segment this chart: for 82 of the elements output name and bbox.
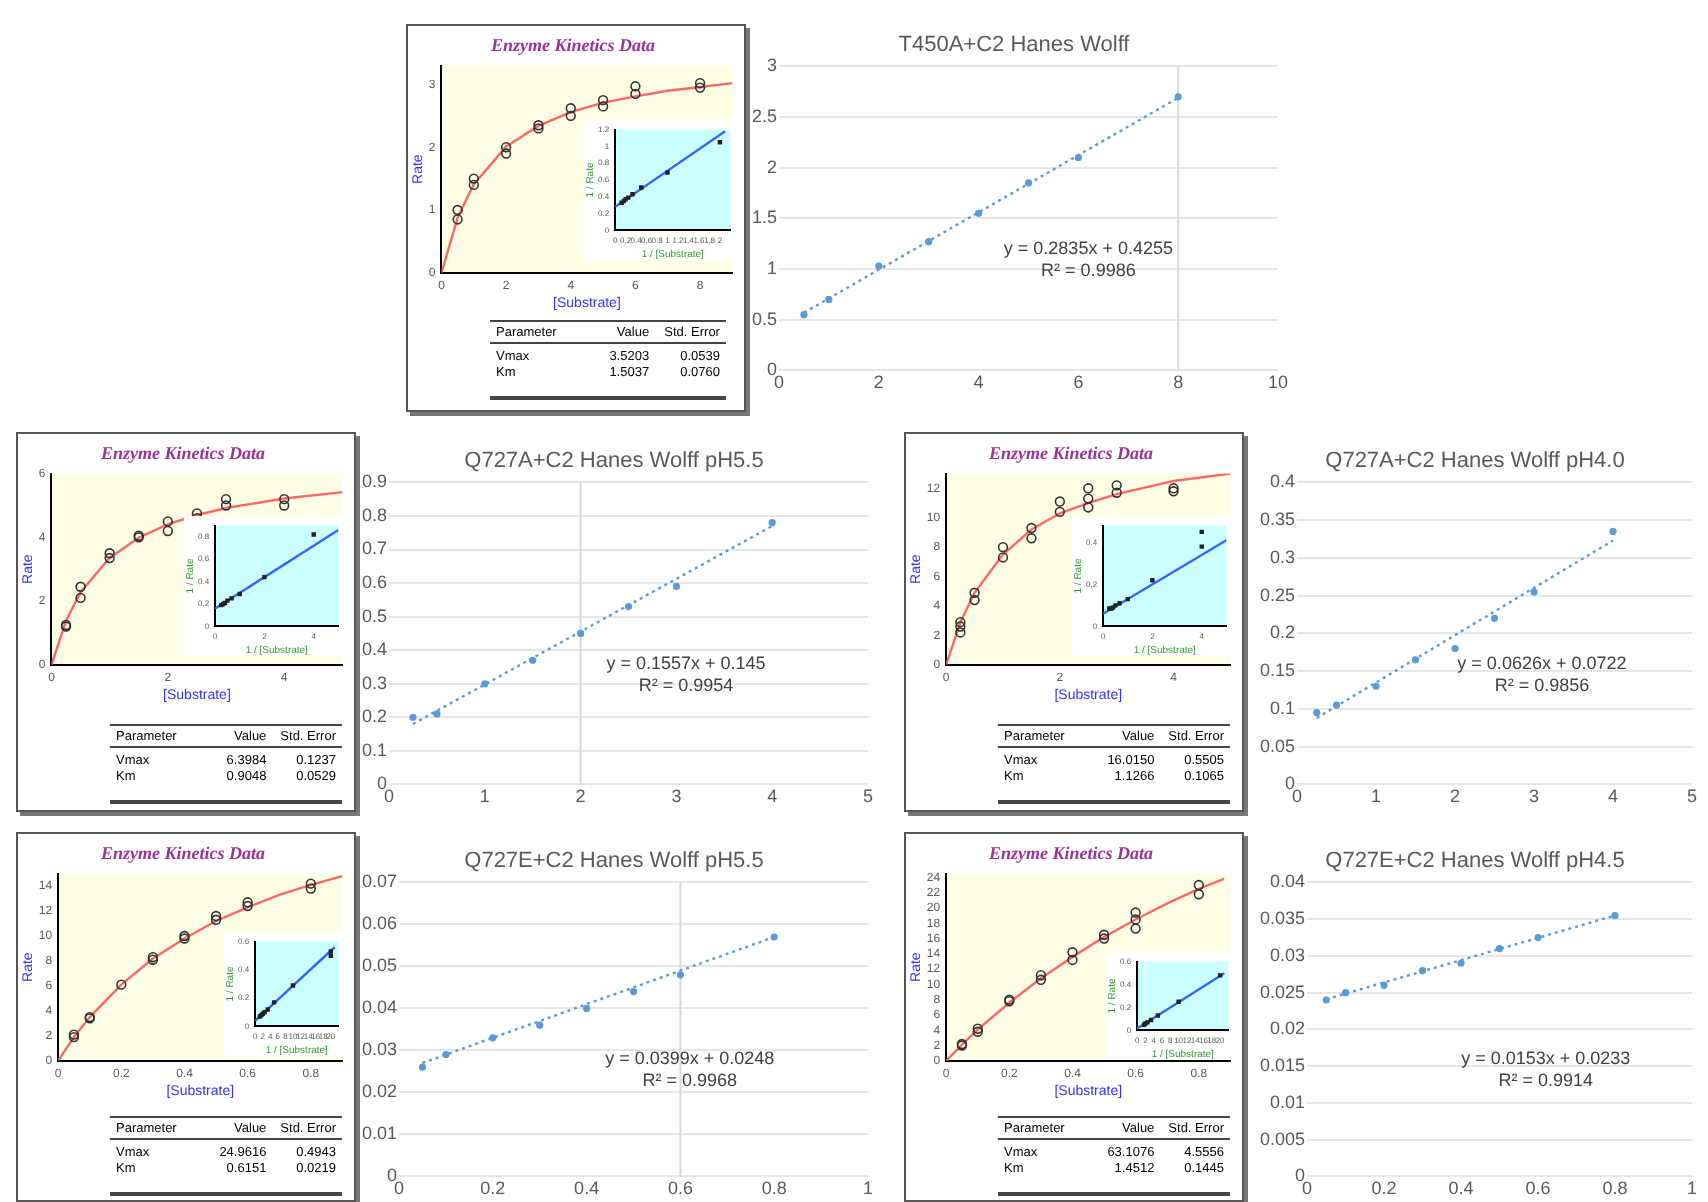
y-tick-label: 0.06 bbox=[361, 913, 398, 934]
y-tick-label: 0.015 bbox=[1259, 1055, 1306, 1076]
y-tick-label: 0.01 bbox=[361, 1123, 398, 1144]
x-tick-label: 6 bbox=[1073, 372, 1084, 393]
annotation: y = 0.0626x + 0.0722 bbox=[1457, 652, 1627, 673]
x-tick-label: 5 bbox=[862, 786, 874, 807]
y-tick-label: 3 bbox=[766, 55, 778, 76]
y-tick-label: 0.07 bbox=[361, 871, 398, 892]
y-tick-label: 2.5 bbox=[751, 106, 778, 127]
y-tick-label: 1.5 bbox=[751, 207, 778, 228]
annotation: y = 0.1557x + 0.145 bbox=[606, 652, 766, 673]
x-tick-label: 0.8 bbox=[1602, 1178, 1628, 1199]
y-tick-label: 0.8 bbox=[361, 504, 388, 525]
y-tick-label: 0.25 bbox=[1259, 584, 1296, 605]
x-tick-label: 2 bbox=[575, 786, 586, 807]
y-tick-label: 0.005 bbox=[1259, 1128, 1306, 1149]
y-tick-label: 0.9 bbox=[361, 471, 388, 492]
x-tick-label: 0.2 bbox=[1371, 1178, 1397, 1199]
y-tick-label: 0.04 bbox=[1269, 871, 1306, 892]
y-tick-label: 0.01 bbox=[1269, 1091, 1306, 1112]
y-tick-label: 0.03 bbox=[1269, 944, 1306, 965]
y-tick-label: 0.5 bbox=[361, 605, 388, 626]
y-tick-label: 0.025 bbox=[1259, 981, 1306, 1002]
y-tick-label: 0.04 bbox=[361, 997, 398, 1018]
y-tick-label: 0.1 bbox=[1270, 697, 1296, 718]
y-tick-label: 0.1 bbox=[361, 739, 388, 760]
chart-title: Enzyme Kinetics Data bbox=[986, 843, 1154, 864]
y-tick-label: 0.4 bbox=[1270, 471, 1296, 492]
y-tick-label: 0.05 bbox=[1259, 735, 1296, 756]
chart-title: Enzyme Kinetics Data bbox=[488, 35, 656, 56]
chart-title: Q727E+C2 Hanes Wolff pH5.5 bbox=[464, 849, 764, 874]
x-tick-label: 4 bbox=[973, 372, 984, 393]
x-tick-label: 1 bbox=[862, 1178, 874, 1199]
y-tick-label: 0.15 bbox=[1259, 660, 1296, 681]
y-tick-label: 0.7 bbox=[361, 538, 388, 559]
annotation: R² = 0.9968 bbox=[642, 1069, 738, 1090]
chart-title: Enzyme Kinetics Data bbox=[98, 843, 266, 864]
x-tick-label: 4 bbox=[1607, 786, 1619, 807]
y-tick-label: 0.035 bbox=[1259, 908, 1306, 929]
y-tick-label: 0 bbox=[1285, 773, 1296, 794]
y-tick-label: 0.2 bbox=[361, 706, 388, 727]
y-tick-label: 0.05 bbox=[361, 955, 398, 976]
annotation: y = 0.0153x + 0.0233 bbox=[1461, 1047, 1631, 1068]
y-tick-label: 0 bbox=[1295, 1165, 1306, 1186]
x-tick-label: 0.6 bbox=[1525, 1178, 1551, 1199]
y-tick-label: 0 bbox=[387, 1165, 398, 1186]
chart-title: Q727A+C2 Hanes Wolff pH5.5 bbox=[464, 449, 764, 474]
y-tick-label: 0.03 bbox=[361, 1039, 398, 1060]
x-tick-label: 1 bbox=[1371, 786, 1382, 807]
annotation: R² = 0.9914 bbox=[1498, 1069, 1593, 1090]
annotation: R² = 0.9986 bbox=[1041, 259, 1136, 280]
annotation: y = 0.0399x + 0.0248 bbox=[605, 1047, 775, 1068]
x-tick-label: 0.4 bbox=[1448, 1178, 1474, 1199]
x-tick-label: 3 bbox=[1529, 786, 1540, 807]
x-tick-label: 1 bbox=[1686, 1178, 1698, 1199]
x-tick-label: 3 bbox=[671, 786, 682, 807]
y-tick-label: 0.3 bbox=[361, 672, 388, 693]
y-tick-label: 0.6 bbox=[361, 572, 388, 593]
annotation: R² = 0.9856 bbox=[1494, 674, 1590, 695]
y-tick-label: 0.02 bbox=[361, 1081, 398, 1102]
annotation: y = 0.2835x + 0.4255 bbox=[1003, 237, 1173, 258]
x-tick-label: 5 bbox=[1686, 786, 1698, 807]
y-tick-label: 1 bbox=[766, 258, 778, 279]
x-tick-label: 0.6 bbox=[667, 1178, 693, 1199]
x-tick-label: 8 bbox=[1173, 372, 1184, 393]
y-tick-label: 0.3 bbox=[1270, 546, 1296, 567]
chart-title: Q727A+C2 Hanes Wolff pH4.0 bbox=[1325, 449, 1625, 474]
y-tick-label: 0.02 bbox=[1269, 1018, 1306, 1039]
y-tick-label: 0 bbox=[766, 359, 778, 380]
x-tick-label: 2 bbox=[1450, 786, 1461, 807]
chart-title: Enzyme Kinetics Data bbox=[98, 443, 266, 464]
y-tick-label: 0 bbox=[376, 773, 388, 794]
x-tick-label: 0.2 bbox=[480, 1178, 506, 1199]
y-tick-label: 0.5 bbox=[751, 308, 778, 329]
x-tick-label: 2 bbox=[873, 372, 884, 393]
chart-title: Enzyme Kinetics Data bbox=[986, 443, 1154, 464]
chart-title: Q727E+C2 Hanes Wolff pH4.5 bbox=[1325, 849, 1625, 874]
chart-title: T450A+C2 Hanes Wolff bbox=[898, 33, 1132, 58]
y-tick-label: 2 bbox=[766, 156, 778, 177]
y-tick-label: 0.35 bbox=[1259, 509, 1296, 530]
x-tick-label: 1 bbox=[479, 786, 490, 807]
annotation: R² = 0.9954 bbox=[638, 674, 734, 695]
